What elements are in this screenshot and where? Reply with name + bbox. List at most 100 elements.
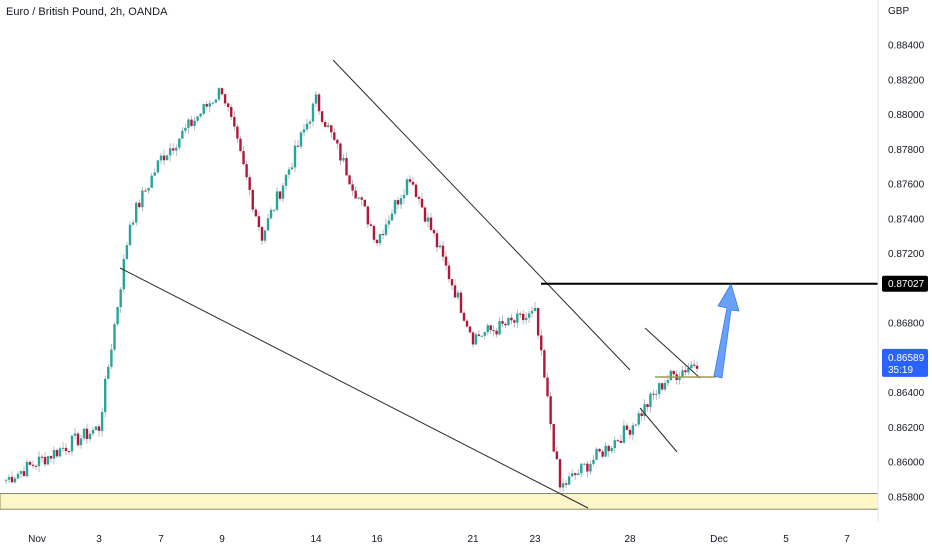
- candle-body: [501, 321, 504, 324]
- candle-body: [10, 476, 14, 483]
- candle-body: [263, 230, 267, 241]
- candle-body: [504, 323, 507, 326]
- candle-body: [43, 456, 47, 465]
- x-tick-label: 3: [96, 534, 102, 545]
- candle-body: [13, 478, 17, 483]
- candle-body: [432, 230, 436, 234]
- candle-body: [178, 138, 181, 148]
- candle-body: [16, 473, 20, 479]
- candle-body: [293, 145, 297, 168]
- x-tick-label: 7: [844, 534, 850, 545]
- candle-body: [450, 279, 454, 286]
- candle-body: [91, 430, 95, 434]
- candle-body: [187, 119, 190, 128]
- x-tick-label: Dec: [710, 534, 728, 545]
- candle-body: [558, 459, 562, 488]
- candle-body: [643, 404, 646, 416]
- candle-body: [284, 174, 288, 186]
- candle-body: [692, 364, 696, 366]
- y-tick-label: 0.86200: [888, 423, 925, 434]
- candle-body: [336, 139, 339, 144]
- support-zone: [0, 493, 879, 510]
- y-tick-label: 0.85800: [888, 493, 925, 504]
- candle-body: [88, 433, 92, 440]
- x-tick-label: 5: [783, 534, 789, 545]
- flag-lower-line: [639, 407, 678, 453]
- price-badge: [882, 348, 928, 377]
- candle-body: [536, 307, 540, 336]
- candle-body: [492, 330, 495, 332]
- candle-body: [181, 130, 184, 139]
- candle-body: [607, 445, 610, 452]
- candle-body: [214, 99, 218, 103]
- candle-body: [530, 311, 534, 314]
- candle-body: [193, 120, 196, 126]
- candle-body: [631, 425, 635, 435]
- candle-body: [613, 440, 616, 449]
- candle-body: [690, 364, 693, 369]
- candle-body: [507, 317, 510, 326]
- candle-body: [269, 209, 273, 219]
- candle-body: [223, 94, 227, 104]
- candle-body: [574, 473, 577, 476]
- y-tick-label: 0.86800: [888, 319, 925, 330]
- candle-body: [260, 227, 264, 241]
- candle-body: [147, 187, 150, 191]
- candle-body: [533, 307, 537, 312]
- candle-body: [540, 335, 543, 351]
- candle-body: [649, 393, 652, 408]
- candle-body: [110, 349, 113, 367]
- y-tick-label: 0.86000: [888, 458, 925, 469]
- candle-body: [116, 307, 119, 325]
- candle-body: [104, 378, 107, 413]
- candle-body: [384, 224, 388, 235]
- candle-body: [122, 259, 125, 290]
- candle-body: [521, 313, 525, 321]
- candle-body: [420, 198, 424, 208]
- candle-body: [435, 233, 439, 248]
- candle-body: [495, 330, 498, 335]
- candle-body: [138, 202, 141, 208]
- candle-body: [156, 160, 160, 173]
- candle-body: [628, 429, 632, 435]
- candle-body: [447, 265, 451, 280]
- candle-body: [67, 451, 71, 453]
- y-tick-label: 0.88000: [888, 110, 925, 121]
- candle-body: [305, 123, 309, 130]
- candle-body: [287, 169, 291, 175]
- candle-body: [248, 177, 251, 190]
- candle-body: [61, 447, 65, 449]
- candle-body: [414, 184, 418, 197]
- candle-body: [657, 383, 661, 394]
- candle-body: [411, 181, 415, 185]
- countdown-label: 35:19: [888, 365, 913, 376]
- candle-body: [663, 382, 667, 390]
- candle-body: [426, 217, 430, 222]
- x-tick-label: 7: [158, 534, 164, 545]
- candle-body: [141, 190, 144, 208]
- candle-body: [34, 465, 38, 467]
- candle-body: [49, 456, 53, 459]
- candle-body: [175, 147, 178, 151]
- wedge-lower-trendline: [119, 267, 589, 509]
- candle-body: [217, 88, 221, 100]
- candle-body: [40, 456, 44, 458]
- candle-body: [555, 451, 559, 460]
- candle-body: [580, 463, 583, 474]
- candle-body: [592, 459, 595, 464]
- candle-body: [302, 129, 306, 133]
- candle-body: [208, 103, 211, 107]
- candle-body: [131, 222, 135, 225]
- candle-body: [363, 199, 366, 207]
- candle-body: [119, 289, 122, 308]
- candle-body: [257, 216, 261, 228]
- candle-body: [323, 121, 327, 127]
- candle-body: [405, 179, 409, 195]
- candle-body: [393, 200, 397, 214]
- candle-body: [153, 172, 156, 176]
- candle-body: [272, 209, 276, 211]
- candle-body: [73, 433, 77, 436]
- candle-body: [598, 448, 601, 452]
- candle-body: [360, 197, 363, 200]
